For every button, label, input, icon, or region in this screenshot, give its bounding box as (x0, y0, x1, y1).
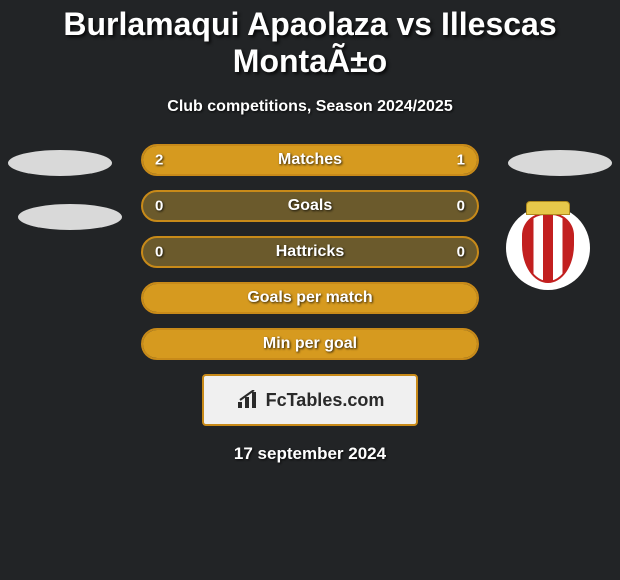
stat-row-mpg: Min per goal (141, 328, 479, 360)
stat-label: Hattricks (276, 243, 344, 261)
stat-row-hattricks: 0 Hattricks 0 (141, 236, 479, 268)
stat-right-value: 0 (457, 198, 465, 215)
club-crest-icon (522, 213, 574, 283)
stat-right-value: 1 (457, 152, 465, 169)
stat-label: Goals (288, 197, 332, 215)
comparison-panel: 2 Matches 1 0 Goals 0 0 Hattricks 0 Goal… (0, 144, 620, 464)
page-title: Burlamaqui Apaolaza vs Illescas MontaÃ±o (0, 0, 620, 80)
chart-icon (236, 390, 260, 410)
stat-right-value: 0 (457, 244, 465, 261)
right-player-avatar (508, 150, 612, 176)
stats-bars: 2 Matches 1 0 Goals 0 0 Hattricks 0 Goal… (141, 144, 479, 360)
left-player-club-logo (18, 204, 122, 230)
stat-label: Matches (278, 151, 342, 169)
stat-row-matches: 2 Matches 1 (141, 144, 479, 176)
left-player-avatar (8, 150, 112, 176)
stat-row-goals: 0 Goals 0 (141, 190, 479, 222)
right-player-club-logo (506, 206, 590, 290)
stat-left-value: 0 (155, 198, 163, 215)
brand-box[interactable]: FcTables.com (202, 374, 418, 426)
date-text: 17 september 2024 (0, 444, 620, 464)
stat-label: Goals per match (247, 289, 372, 307)
club-logo-circle (506, 206, 590, 290)
stat-left-value: 2 (155, 152, 163, 169)
brand-text: FcTables.com (266, 390, 385, 411)
stat-left-value: 0 (155, 244, 163, 261)
stat-label: Min per goal (263, 335, 357, 353)
page-subtitle: Club competitions, Season 2024/2025 (0, 98, 620, 116)
stat-row-gpm: Goals per match (141, 282, 479, 314)
